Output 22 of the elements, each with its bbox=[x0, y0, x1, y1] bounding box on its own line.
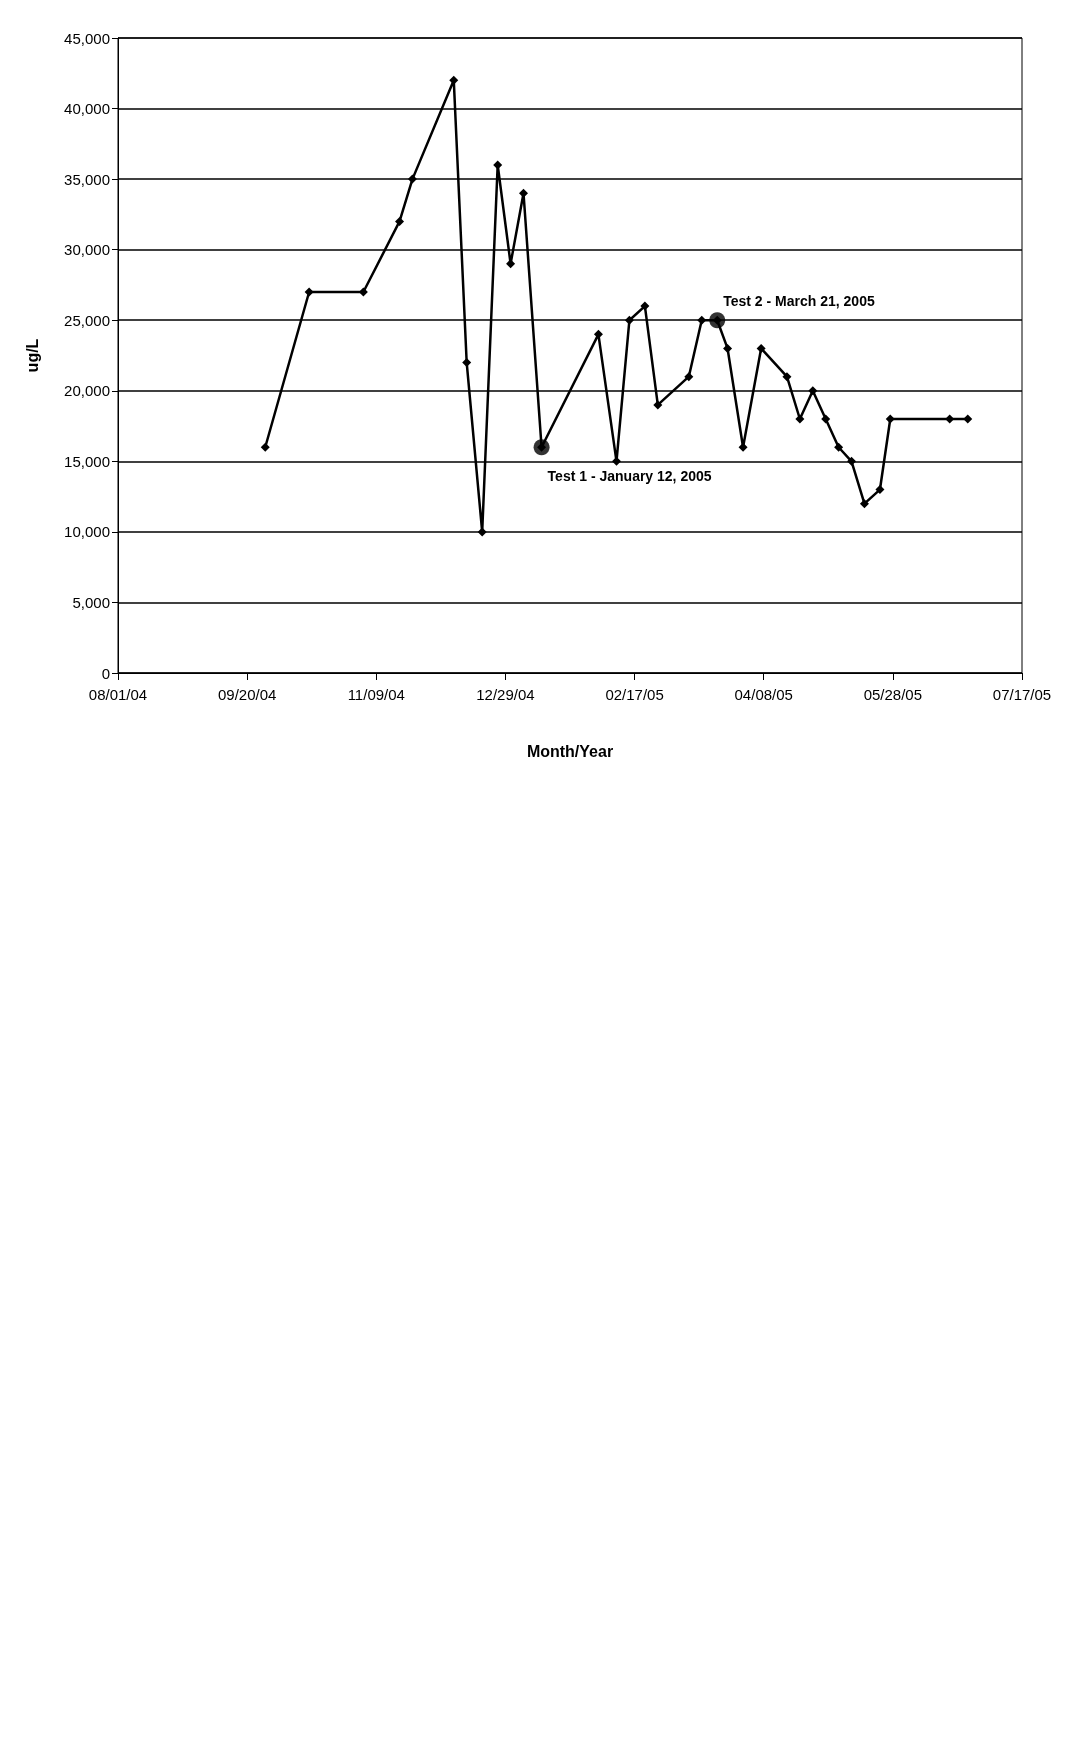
y-tick-label: 0 bbox=[101, 664, 110, 682]
x-tick-label: 07/17/05 bbox=[992, 686, 1052, 703]
x-tick-label: 11/09/04 bbox=[347, 686, 405, 703]
x-axis-title: Month/Year bbox=[526, 742, 614, 760]
x-tick-label: 05/28/05 bbox=[863, 686, 923, 703]
x-tick-label: 08/01/04 bbox=[88, 686, 148, 703]
x-tick-label: 09/20/04 bbox=[217, 686, 277, 703]
y-tick-label: 30,000 bbox=[64, 241, 110, 259]
y-tick-label: 35,000 bbox=[64, 170, 110, 188]
y-tick-label: 40,000 bbox=[64, 100, 110, 118]
y-tick-label: 45,000 bbox=[64, 29, 110, 47]
y-tick-label: 5,000 bbox=[72, 593, 110, 611]
y-tick-label: 20,000 bbox=[64, 382, 110, 400]
y-tick-label: 10,000 bbox=[64, 523, 110, 541]
x-tick-label: 02/17/05 bbox=[605, 686, 664, 703]
x-tick-label: 12/29/04 bbox=[476, 686, 535, 703]
annotation: Test 1 - January 12, 2005 bbox=[547, 468, 712, 485]
y-tick-label: 15,000 bbox=[64, 452, 110, 470]
x-tick-label: 04/08/05 bbox=[734, 686, 793, 703]
annotation: Test 2 - March 21, 2005 bbox=[723, 293, 875, 310]
y-tick-label: 25,000 bbox=[64, 311, 110, 329]
y-axis-title: ug/L bbox=[23, 338, 41, 373]
